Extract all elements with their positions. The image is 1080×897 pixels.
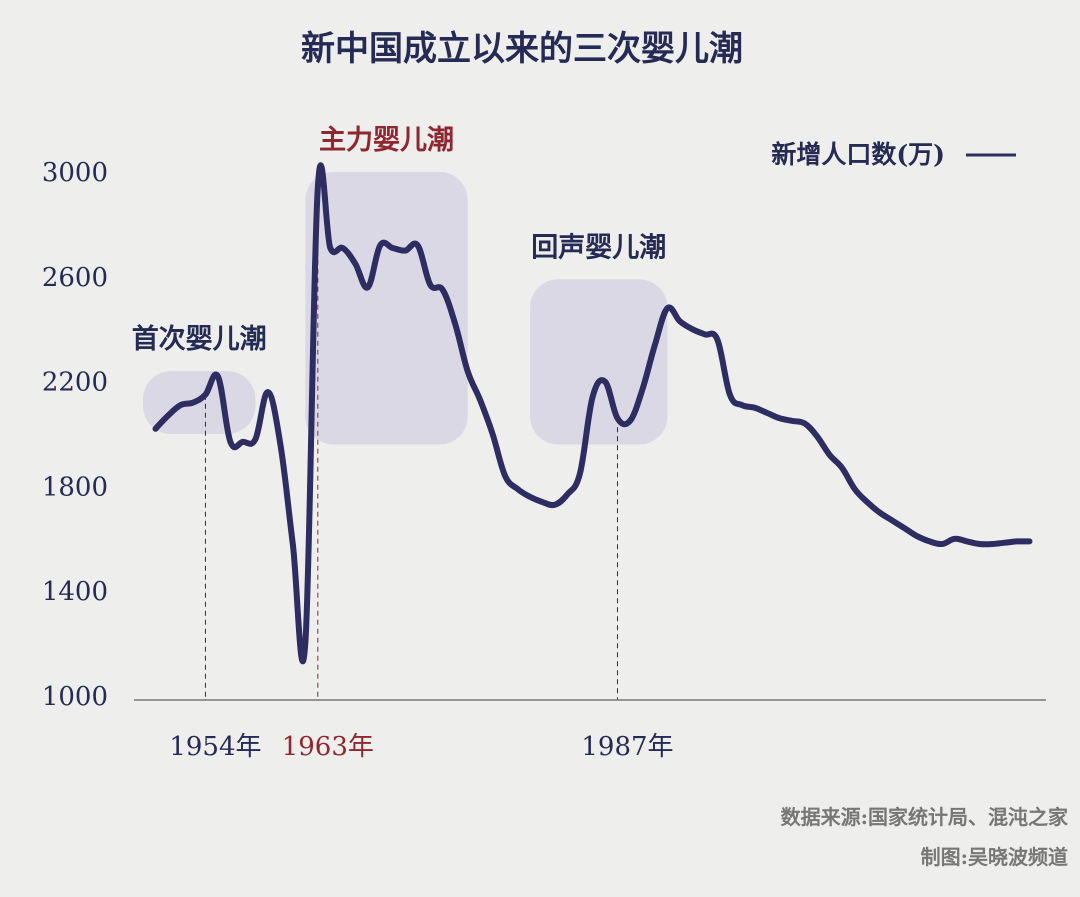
y-tick-label: 1800 bbox=[42, 472, 108, 502]
data-source-note: 数据来源:国家统计局、混沌之家 bbox=[781, 805, 1069, 829]
series-line-new-population bbox=[152, 162, 1033, 665]
boom-band-3 bbox=[530, 279, 668, 445]
y-tick-label: 2600 bbox=[42, 263, 108, 293]
x-tick-label-1963: 1963年 bbox=[282, 732, 374, 762]
legend: 新增人口数(万) bbox=[771, 140, 1016, 169]
boom-period-bands bbox=[143, 172, 668, 445]
y-tick-label: 3000 bbox=[42, 158, 108, 188]
y-tick-label: 1000 bbox=[42, 682, 108, 712]
period-label-2: 主力婴儿潮 bbox=[319, 125, 454, 156]
legend-label: 新增人口数(万) bbox=[771, 140, 945, 169]
chart-author-note: 制图:吴晓波频道 bbox=[921, 845, 1068, 869]
boom-band-2 bbox=[305, 172, 468, 445]
chart-title: 新中国成立以来的三次婴儿潮 bbox=[301, 29, 743, 69]
x-axis-ticks: 1954年 1963年 1987年 bbox=[169, 732, 673, 762]
period-label-3: 回声婴儿潮 bbox=[531, 232, 666, 263]
x-tick-label-1987: 1987年 bbox=[581, 732, 673, 762]
y-tick-label: 2200 bbox=[42, 368, 108, 398]
x-tick-label-1954: 1954年 bbox=[169, 732, 261, 762]
period-label-1: 首次婴儿潮 bbox=[132, 323, 267, 355]
y-tick-label: 1400 bbox=[42, 577, 108, 607]
y-axis-ticks: 1000 1400 1800 2200 2600 3000 bbox=[42, 158, 108, 712]
